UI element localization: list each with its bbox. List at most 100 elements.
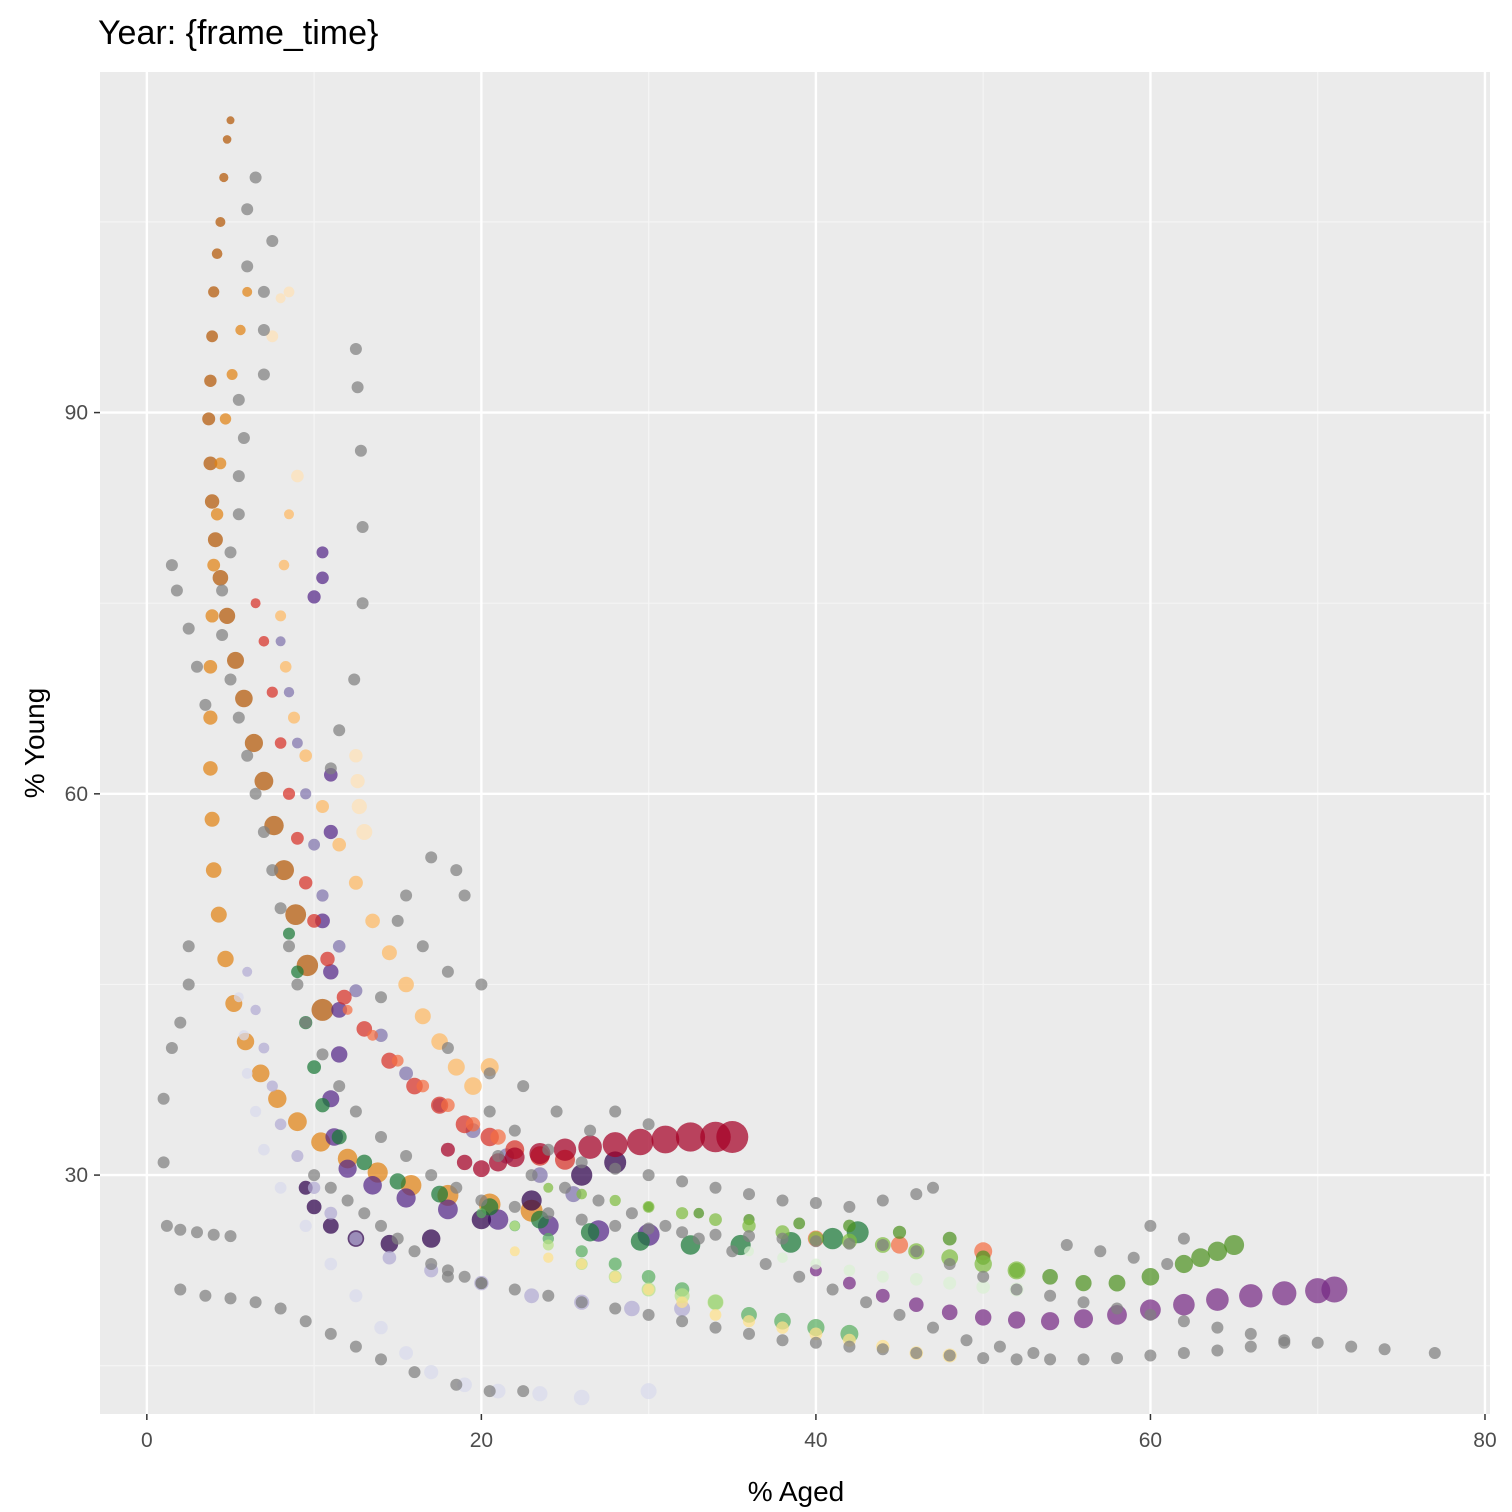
data-point [257,826,270,838]
data-point [910,1273,923,1286]
grid-lines [100,72,1490,1414]
data-point [283,286,295,298]
data-point [207,1228,220,1241]
data-point [232,711,245,724]
data-point [307,914,321,928]
data-point [1041,1312,1060,1331]
data-point [288,1112,307,1132]
data-point [214,457,227,470]
plot-panel [100,72,1490,1414]
data-point [226,116,235,125]
data-point [876,1343,889,1356]
data-point [943,1276,957,1290]
data-point [300,788,312,800]
data-point [542,1239,554,1251]
data-point [1044,1289,1057,1302]
data-point [254,771,274,791]
data-point [157,1092,170,1105]
data-point [349,1105,362,1118]
data-point [456,1154,473,1171]
data-point [299,1315,312,1328]
data-point [592,1194,605,1207]
data-point [909,1297,924,1312]
data-point [408,1245,421,1258]
data-point [316,800,329,813]
data-point [226,369,238,380]
data-point [349,343,362,355]
data-point [333,724,346,737]
data-point [542,1143,555,1156]
data-point [1191,1248,1210,1268]
data-point [1173,1293,1195,1316]
data-point [1127,1251,1140,1264]
data-point [640,1383,657,1400]
data-point [348,875,363,890]
data-point [242,966,253,977]
data-point [475,1277,488,1290]
data-point [274,860,294,881]
data-point [492,1150,505,1162]
data-point [843,1340,856,1353]
data-point [275,293,286,304]
data-point [642,1308,655,1321]
data-point [278,559,290,571]
data-point [1378,1343,1391,1356]
data-point [311,998,334,1021]
data-point [1278,1336,1291,1349]
data-point [709,1321,722,1334]
data-point [204,374,217,387]
data-points [157,116,1441,1406]
data-point [224,673,237,686]
data-point [1007,1261,1026,1280]
data-point [349,1232,363,1246]
data-point [323,964,339,980]
data-point [976,1280,990,1294]
data-point [1177,1347,1190,1359]
data-point [308,838,320,851]
data-point [743,1188,755,1201]
data-point [517,1080,530,1093]
data-point [776,1194,789,1207]
data-point [203,456,218,471]
data-point [238,1030,250,1041]
data-point [1075,1275,1092,1292]
data-point [1008,1311,1026,1329]
data-point [1239,1284,1263,1308]
data-point [1244,1327,1257,1340]
data-point [232,393,245,406]
data-point [630,1231,650,1251]
data-point [810,1258,822,1270]
data-point [324,762,337,775]
data-point [1144,1308,1157,1321]
data-point [292,737,303,749]
data-point [251,1064,270,1083]
data-point [508,1124,521,1137]
data-point [210,906,227,923]
data-point [659,1219,672,1232]
data-point [365,913,380,929]
data-point [675,1122,706,1152]
data-point [1077,1296,1090,1309]
data-point [232,508,245,521]
data-point [1042,1269,1058,1285]
data-point [307,590,321,604]
data-point [517,1385,530,1398]
data-point [157,1156,170,1169]
data-point [219,607,236,625]
data-point [1094,1245,1107,1258]
data-point [942,1231,957,1246]
data-point [268,1089,287,1109]
data-point [315,1098,330,1113]
data-point [576,1258,587,1270]
data-point [1174,1254,1193,1274]
data-point [375,991,387,1004]
data-point [602,1132,628,1158]
data-point [191,660,203,673]
data-point [349,1289,363,1303]
data-point [458,1270,471,1283]
data-point [165,1042,178,1054]
data-point [299,749,313,762]
data-point [336,989,352,1005]
data-point [350,774,365,789]
data-point [250,1105,262,1118]
